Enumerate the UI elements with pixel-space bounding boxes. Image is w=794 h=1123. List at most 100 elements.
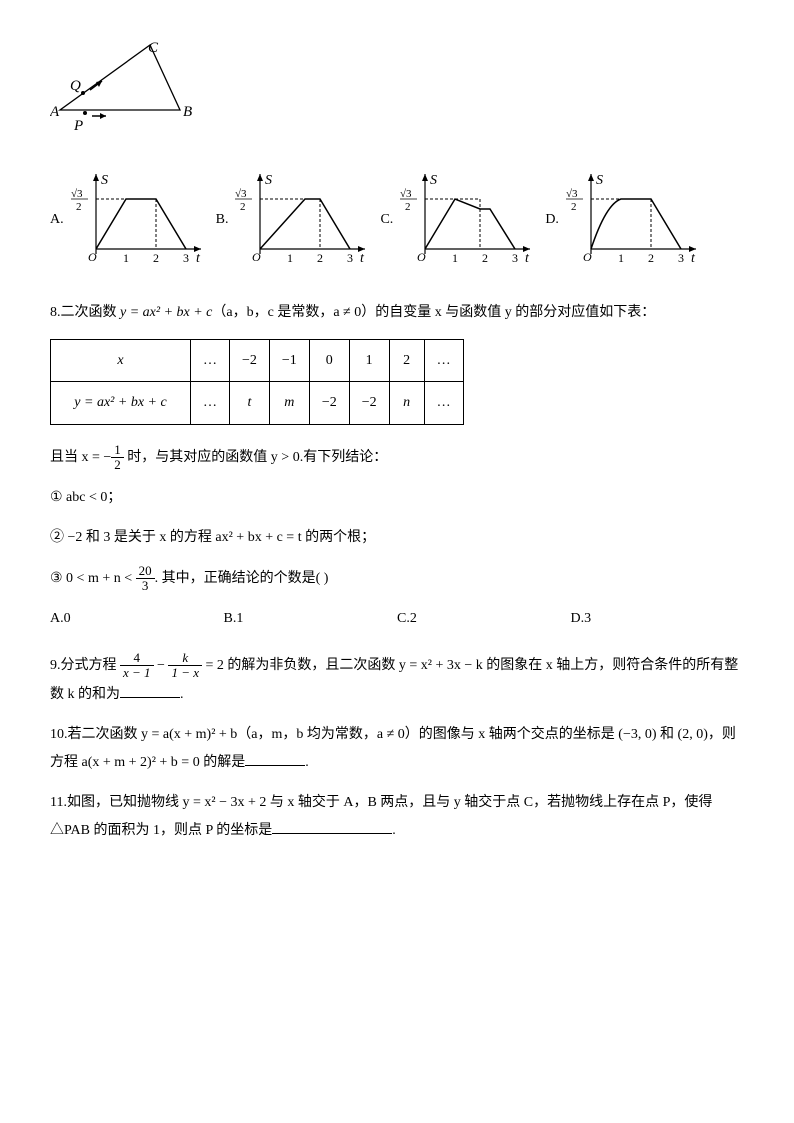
q8-mid-a: 且当 x = −: [50, 450, 111, 465]
q8-stmt2: ② −2 和 3 是关于 x 的方程 ax² + bx + c = t 的两个根…: [50, 524, 744, 552]
q9-a: 9.分式方程: [50, 658, 120, 673]
svg-text:1: 1: [123, 251, 129, 265]
q10: 10.若二次函数 y = a(x + m)² + b（a，m，b 均为常数，a …: [50, 721, 744, 777]
chart-svg-a: S t O 1 2 3 √3 2: [66, 169, 206, 269]
label-a: A: [50, 104, 60, 120]
svg-text:√3: √3: [400, 188, 412, 200]
svg-text:3: 3: [678, 251, 684, 265]
q8-intro-b: （a，b，c 是常数，a ≠ 0）的自变量 x 与函数值 y 的部分对应值如下表…: [212, 305, 655, 320]
frac-half: 12: [111, 443, 124, 473]
chart-svg-d: S t O 1 2 3 √3 2: [561, 169, 701, 269]
svg-text:O: O: [583, 250, 592, 264]
cell: 0: [309, 340, 349, 382]
th-x: x: [51, 340, 191, 382]
cell: …: [191, 340, 230, 382]
q8-stmt3: ③ 0 < m + n < 203. 其中，正确结论的个数是( ): [50, 564, 744, 594]
q8-opt-c: C.2: [397, 606, 571, 631]
svg-text:√3: √3: [566, 188, 578, 200]
svg-text:2: 2: [482, 251, 488, 265]
q10-a: 10.若二次函数 y = a(x + m)² + b（a，m，b 均为常数，a …: [50, 727, 736, 770]
svg-text:2: 2: [571, 201, 577, 213]
cell: −2: [309, 382, 349, 424]
chart-label-b: B.: [216, 207, 229, 232]
svg-text:2: 2: [240, 201, 246, 213]
label-p: P: [73, 118, 83, 134]
q10-blank: [245, 752, 305, 766]
cell: −2: [230, 340, 270, 382]
cell: …: [191, 382, 230, 424]
q8-intro-a: 8.二次函数: [50, 305, 120, 320]
svg-text:S: S: [265, 173, 272, 188]
svg-text:√3: √3: [71, 188, 83, 200]
cell: …: [424, 382, 463, 424]
chart-svg-c: S t O 1 2 3 √3 2: [395, 169, 535, 269]
svg-text:2: 2: [405, 201, 411, 213]
cell: 1: [349, 340, 389, 382]
svg-text:2: 2: [317, 251, 323, 265]
chart-option-c: C. S t O 1 2 3 √3 2: [380, 169, 535, 269]
svg-text:t: t: [196, 251, 201, 266]
svg-text:√3: √3: [235, 188, 247, 200]
q9-blank: [120, 684, 180, 698]
q8-stmt3-a: ③ 0 < m + n <: [50, 571, 136, 586]
svg-text:1: 1: [452, 251, 458, 265]
table-row: y = ax² + bx + c … t m −2 −2 n …: [51, 382, 464, 424]
cell: −2: [349, 382, 389, 424]
label-q: Q: [70, 78, 81, 94]
chart-option-a: A. S t O 1 2 3 √3 2: [50, 169, 206, 269]
q8-stmt1: ① abc < 0；: [50, 484, 744, 512]
th-y: y = ax² + bx + c: [51, 382, 191, 424]
svg-text:1: 1: [618, 251, 624, 265]
svg-text:t: t: [360, 251, 365, 266]
cell: 2: [389, 340, 424, 382]
svg-text:3: 3: [347, 251, 353, 265]
chart-svg-b: S t O 1 2 3 √3 2: [230, 169, 370, 269]
svg-text:t: t: [691, 251, 696, 266]
frac-q9-2: k1 − x: [168, 651, 202, 681]
q8-mid: 且当 x = −12 时，与其对应的函数值 y > 0.有下列结论：: [50, 443, 744, 473]
q10-period: .: [305, 755, 309, 770]
q8-options: A.0 B.1 C.2 D.3: [50, 606, 744, 631]
q8-opt-d: D.3: [571, 606, 745, 631]
q9: 9.分式方程 4x − 1 − k1 − x = 2 的解为非负数，且二次函数 …: [50, 651, 744, 709]
chart-options-row: A. S t O 1 2 3 √3 2 B.: [50, 169, 744, 269]
q11-period: .: [392, 823, 396, 838]
cell: …: [424, 340, 463, 382]
cell: m: [269, 382, 309, 424]
svg-text:2: 2: [153, 251, 159, 265]
frac-203: 203: [136, 564, 155, 594]
svg-text:2: 2: [76, 201, 82, 213]
table-row: x … −2 −1 0 1 2 …: [51, 340, 464, 382]
svg-text:S: S: [101, 173, 108, 188]
q8-intro: 8.二次函数 y = ax² + bx + c（a，b，c 是常数，a ≠ 0）…: [50, 299, 744, 327]
label-c: C: [148, 40, 159, 56]
q9-minus: −: [154, 658, 169, 673]
q8-opt-b: B.1: [224, 606, 398, 631]
svg-text:3: 3: [183, 251, 189, 265]
svg-text:2: 2: [648, 251, 654, 265]
q8-opt-a: A.0: [50, 606, 224, 631]
label-b: B: [183, 104, 192, 120]
chart-option-d: D. S t O 1 2 3 √3 2: [545, 169, 701, 269]
q11-blank: [272, 820, 392, 834]
q8-stmt3-b: . 其中，正确结论的个数是( ): [155, 571, 329, 586]
triangle-diagram: A B C Q P: [50, 40, 744, 144]
q11: 11.如图，已知抛物线 y = x² − 3x + 2 与 x 轴交于 A，B …: [50, 789, 744, 845]
svg-text:1: 1: [287, 251, 293, 265]
chart-label-d: D.: [545, 207, 559, 232]
svg-text:S: S: [430, 173, 437, 188]
q8-table: x … −2 −1 0 1 2 … y = ax² + bx + c … t m…: [50, 339, 464, 424]
chart-option-b: B. S t O 1 2 3 √3 2: [216, 169, 371, 269]
svg-text:3: 3: [512, 251, 518, 265]
cell: n: [389, 382, 424, 424]
triangle-svg: A B C Q P: [50, 40, 205, 135]
svg-text:O: O: [88, 250, 97, 264]
chart-label-c: C.: [380, 207, 393, 232]
q9-period: .: [180, 687, 184, 702]
cell: t: [230, 382, 270, 424]
svg-text:t: t: [525, 251, 530, 266]
svg-text:O: O: [252, 250, 261, 264]
q8-func: y = ax² + bx + c: [120, 305, 212, 320]
frac-q9-1: 4x − 1: [120, 651, 154, 681]
svg-text:S: S: [596, 173, 603, 188]
